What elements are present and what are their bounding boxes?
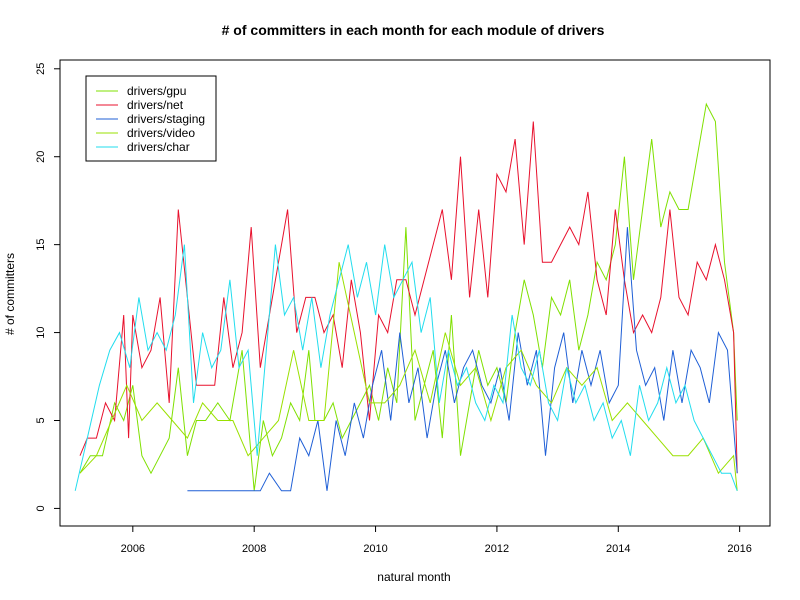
y-axis-label: # of committers — [3, 253, 17, 335]
x-tick-label: 2008 — [242, 543, 266, 555]
y-tick-label: 20 — [35, 151, 47, 163]
series-line-drivers-staging — [187, 227, 738, 492]
y-tick-label: 25 — [35, 63, 47, 75]
series-line-drivers-video — [79, 262, 738, 491]
y-tick-label: 15 — [35, 239, 47, 251]
y-axis: 0 5 10 15 20 25 — [35, 63, 61, 511]
legend-label: drivers/video — [127, 126, 195, 140]
x-tick-label: 2014 — [606, 543, 630, 555]
series-lines — [74, 102, 738, 492]
y-tick-label: 0 — [35, 505, 47, 511]
x-tick-label: 2010 — [363, 543, 387, 555]
y-tick-label: 5 — [35, 417, 47, 423]
x-tick-label: 2016 — [727, 543, 751, 555]
legend-label: drivers/staging — [127, 112, 205, 126]
series-line-drivers-net — [79, 121, 738, 474]
legend-label: drivers/net — [127, 98, 184, 112]
x-axis: 2006 2008 2010 2012 2014 2016 — [121, 525, 752, 555]
chart-title: # of committers in each month for each m… — [222, 22, 605, 38]
series-line-drivers-gpu — [79, 102, 738, 491]
legend-label: drivers/char — [127, 140, 190, 154]
x-tick-label: 2006 — [121, 543, 145, 555]
legend: drivers/gpudrivers/netdrivers/stagingdri… — [85, 75, 217, 162]
y-tick-label: 10 — [35, 326, 47, 338]
x-axis-label: natural month — [377, 570, 450, 584]
legend-label: drivers/gpu — [127, 84, 186, 98]
series-line-drivers-char — [74, 244, 738, 491]
x-tick-label: 2012 — [485, 543, 509, 555]
